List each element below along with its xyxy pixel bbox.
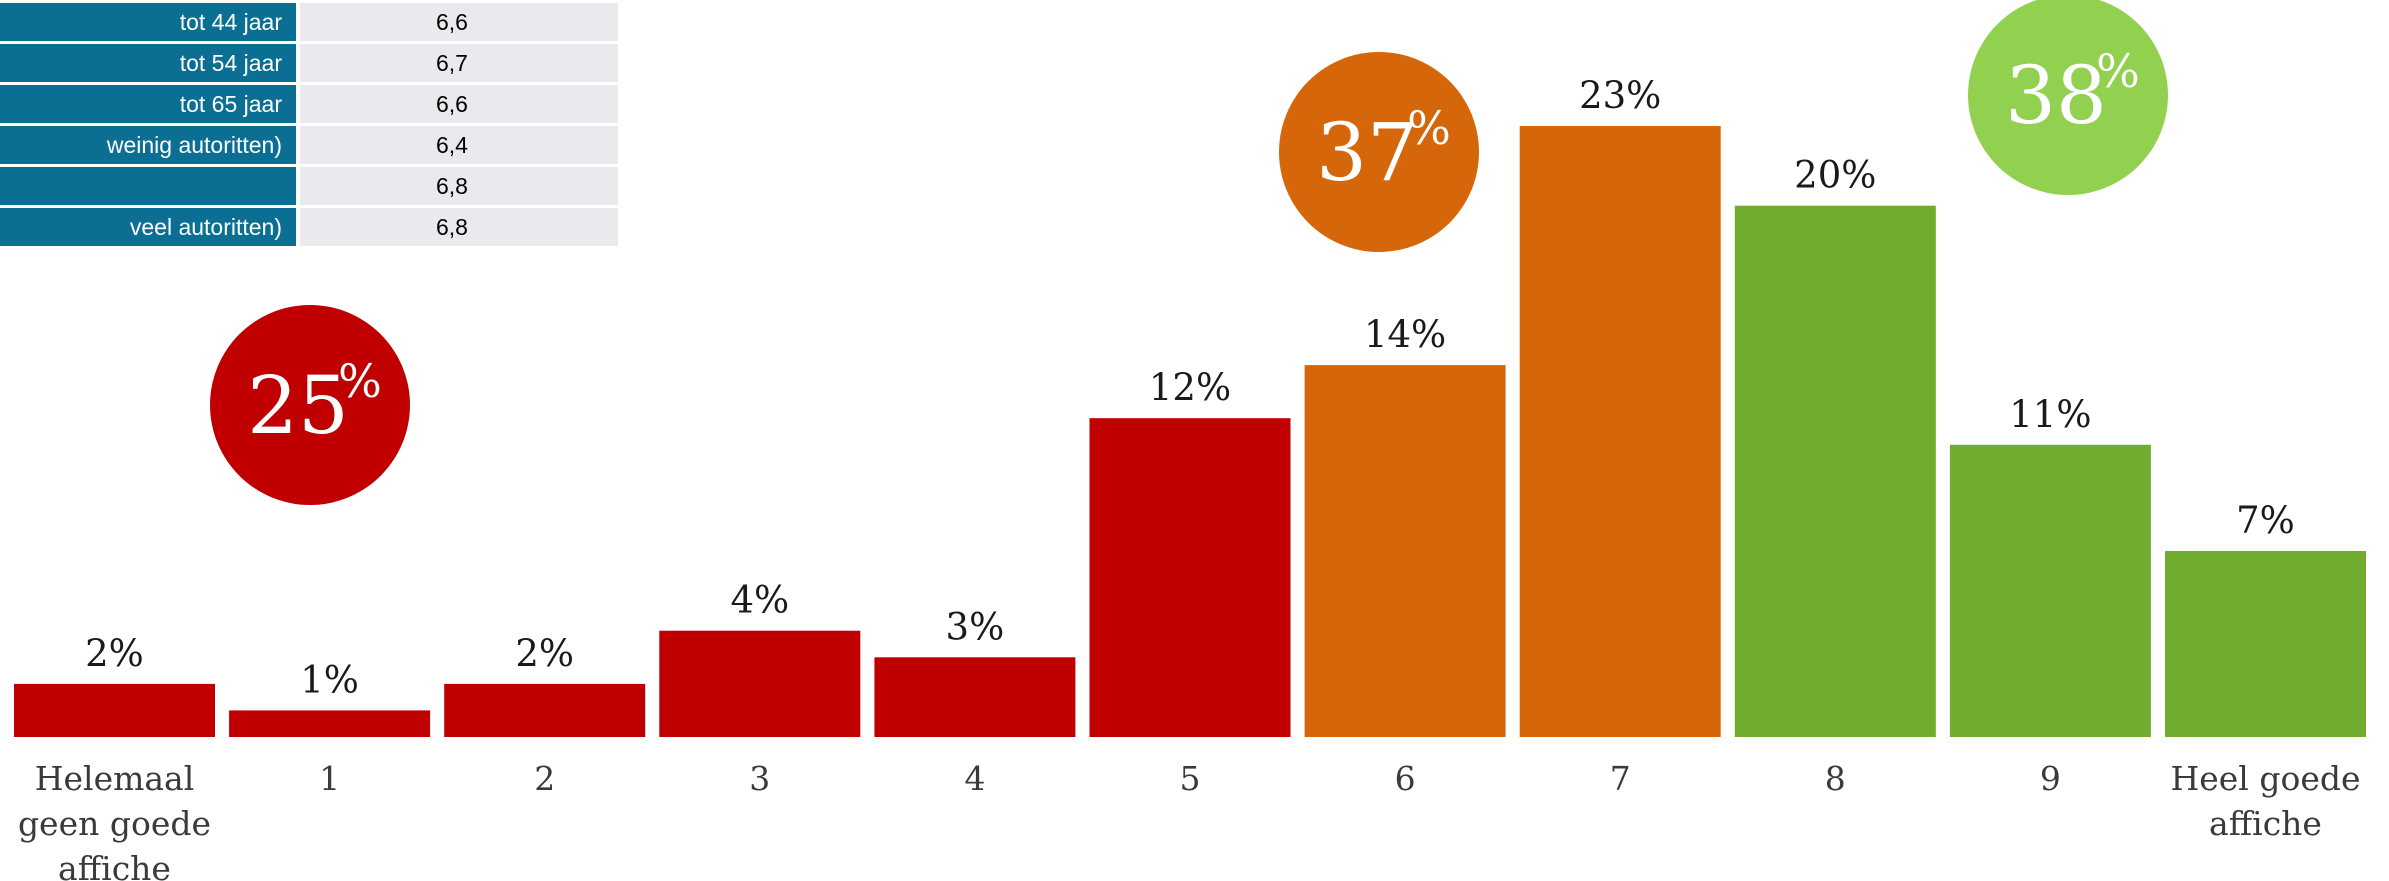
group-badges-group: 25%37% 38%: [210, 0, 2168, 505]
bar-value-label: 20%: [1794, 154, 1876, 197]
group-badge-circle: [1968, 0, 2168, 195]
bar-value-label: 7%: [2236, 499, 2295, 542]
group-badge-circle: [210, 305, 410, 505]
category-label: 5: [1180, 759, 1201, 798]
group-badge-number: 37: [1316, 106, 1418, 199]
group-badge-number: 25: [247, 359, 349, 452]
table-row-label: [0, 167, 296, 205]
category-label-line: Helemaal: [35, 759, 195, 798]
bar-value-label: 4%: [730, 579, 789, 622]
category-label-line: 7: [1610, 759, 1631, 798]
category-label-line: 2: [534, 759, 555, 798]
group-badge: 38%: [1968, 0, 2168, 195]
bar-value-label: 11%: [2009, 393, 2091, 436]
bar: [1734, 205, 1936, 737]
table-row-label: weinig autoritten): [0, 126, 296, 164]
table-row-label-text: weinig autoritten): [106, 131, 282, 158]
group-badge-unit: %: [1407, 101, 1451, 155]
category-label-line: geen goede: [18, 804, 211, 843]
table-row-value: 6,7: [300, 44, 618, 82]
table-row-value: 6,8: [300, 167, 618, 205]
category-label: Heel goede affiche: [2170, 759, 2360, 843]
bar: [2165, 551, 2366, 737]
bar: [1949, 444, 2151, 737]
summary-table-body: tot 44 jaar 6,6 tot 54 jaar 6,7 tot 65 jaar 6…: [0, 3, 618, 246]
bar: [874, 657, 1076, 737]
category-label-line: 4: [964, 759, 985, 798]
table-row-value: 6,8: [300, 208, 618, 246]
category-labels-group: Helemaal geen goede affiche 1 2 3 4 5 6 7 8 9 Heel g…: [18, 759, 2361, 881]
table-row-value: 6,4: [300, 126, 618, 164]
category-label-line: 9: [2040, 759, 2061, 798]
table-row-label: tot 54 jaar: [0, 44, 296, 82]
category-label: 2: [534, 759, 555, 798]
category-label: 8: [1825, 759, 1846, 798]
bar: [444, 683, 646, 737]
bar-value-label: 14%: [1364, 313, 1446, 356]
bar-value-label: 2%: [85, 632, 144, 675]
category-label: 4: [964, 759, 985, 798]
bar-value-label: 3%: [946, 605, 1005, 648]
table-row: tot 65 jaar 6,6: [0, 85, 618, 123]
category-label: 3: [749, 759, 770, 798]
table-row: 6,8: [0, 167, 618, 205]
category-label: Helemaal geen goede affiche: [18, 759, 211, 881]
table-row-label: tot 65 jaar: [0, 85, 296, 123]
group-badge-circle: [1279, 52, 1479, 252]
bar: [1089, 418, 1291, 737]
category-label-line: affiche: [2209, 804, 2322, 843]
table-row-label-text: veel autoritten): [129, 213, 282, 240]
category-label: 1: [319, 759, 340, 798]
table-row-label-text: tot 65 jaar: [179, 90, 282, 117]
category-label-line: Heel goede: [2170, 759, 2360, 798]
table-row-label: tot 44 jaar: [0, 3, 296, 41]
bar: [1519, 126, 1721, 737]
table-row-label-text: tot 54 jaar: [179, 49, 282, 76]
bar-value-label: 2%: [515, 632, 574, 675]
table-row: tot 54 jaar 6,7: [0, 44, 618, 82]
bar: [14, 683, 215, 737]
bar: [659, 630, 861, 737]
category-label-line: 5: [1180, 759, 1201, 798]
bar-value-label: 23%: [1579, 74, 1661, 117]
category-label-line: affiche: [58, 849, 171, 881]
group-badge: 25%: [210, 305, 410, 505]
category-label: 9: [2040, 759, 2061, 798]
table-row-value: 6,6: [300, 3, 618, 41]
category-label-line: 1: [319, 759, 340, 798]
bar: [229, 710, 431, 737]
group-badge-unit: %: [338, 354, 382, 408]
bars-group: [14, 126, 2366, 737]
category-label-line: 8: [1825, 759, 1846, 798]
value-labels-group: 2% 1% 2% 4% 3% 12% 14% 23% 20% 11% 7%: [85, 74, 2295, 701]
category-label: 7: [1610, 759, 1631, 798]
bar: [1304, 365, 1506, 737]
table-row-value: 6,6: [300, 85, 618, 123]
summary-table: tot 44 jaar 6,6 tot 54 jaar 6,7 tot 65 jaar 6…: [0, 0, 618, 249]
table-row-label-text: tot 44 jaar: [179, 8, 282, 35]
category-label-line: 3: [749, 759, 770, 798]
category-label: 6: [1395, 759, 1416, 798]
group-badge-unit: %: [2096, 44, 2140, 98]
bar-value-label: 12%: [1149, 366, 1231, 409]
bar-value-label: 1%: [300, 658, 359, 701]
table-row-label: veel autoritten): [0, 208, 296, 246]
category-label-line: 6: [1395, 759, 1416, 798]
table-row: tot 44 jaar 6,6: [0, 3, 618, 41]
group-badge: 37%: [1279, 52, 1479, 252]
group-badge-number: 38: [2005, 49, 2107, 142]
table-row: weinig autoritten) 6,4: [0, 126, 618, 164]
table-row: veel autoritten) 6,8: [0, 208, 618, 246]
